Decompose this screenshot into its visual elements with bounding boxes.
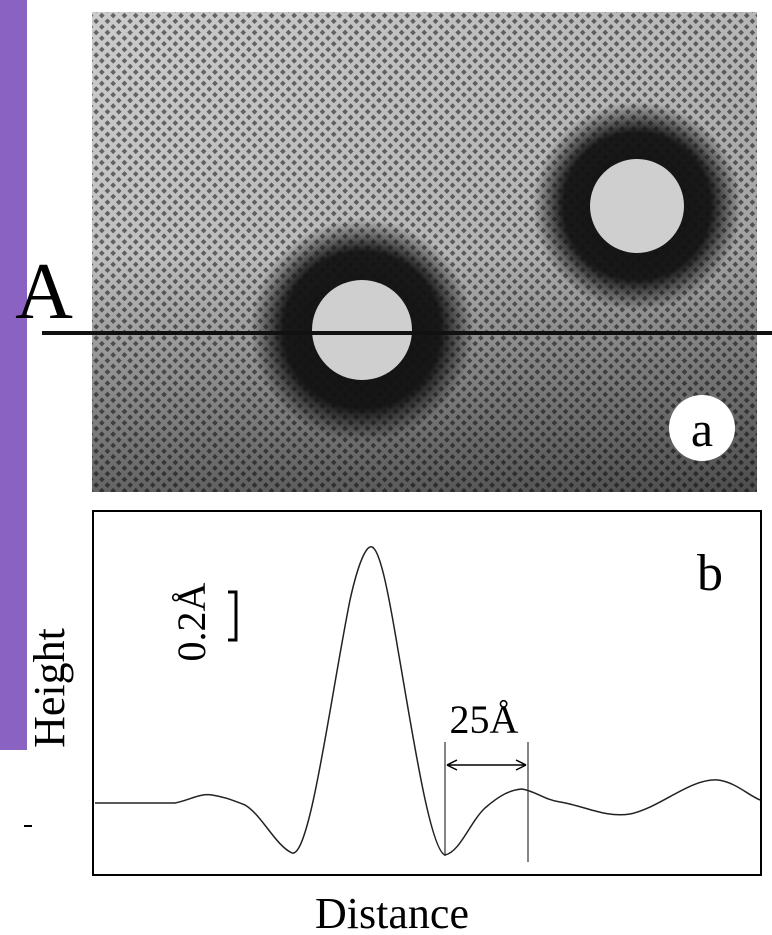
scale-arrow: [446, 759, 527, 771]
defect-center: [590, 159, 684, 253]
tick: [24, 825, 32, 827]
line-label: A: [15, 248, 73, 336]
vertical-scale-bar: [228, 590, 238, 642]
panel-a: A a: [15, 12, 772, 492]
panel-label: b: [697, 545, 723, 602]
plot-frame: [92, 510, 762, 876]
panel-label: a: [691, 401, 713, 457]
side-strip: [0, 0, 27, 750]
label-badge: [669, 395, 735, 461]
horizontal-scale-label: 25Å: [450, 697, 519, 742]
panel-b: b 0.2Å 25Å: [92, 510, 762, 876]
height-profile: [95, 546, 761, 856]
defect-center: [312, 280, 412, 380]
x-axis-label: Distance: [315, 889, 469, 935]
vertical-scale-label: 0.2Å: [169, 582, 214, 661]
y-axis-label: Height: [25, 628, 74, 748]
